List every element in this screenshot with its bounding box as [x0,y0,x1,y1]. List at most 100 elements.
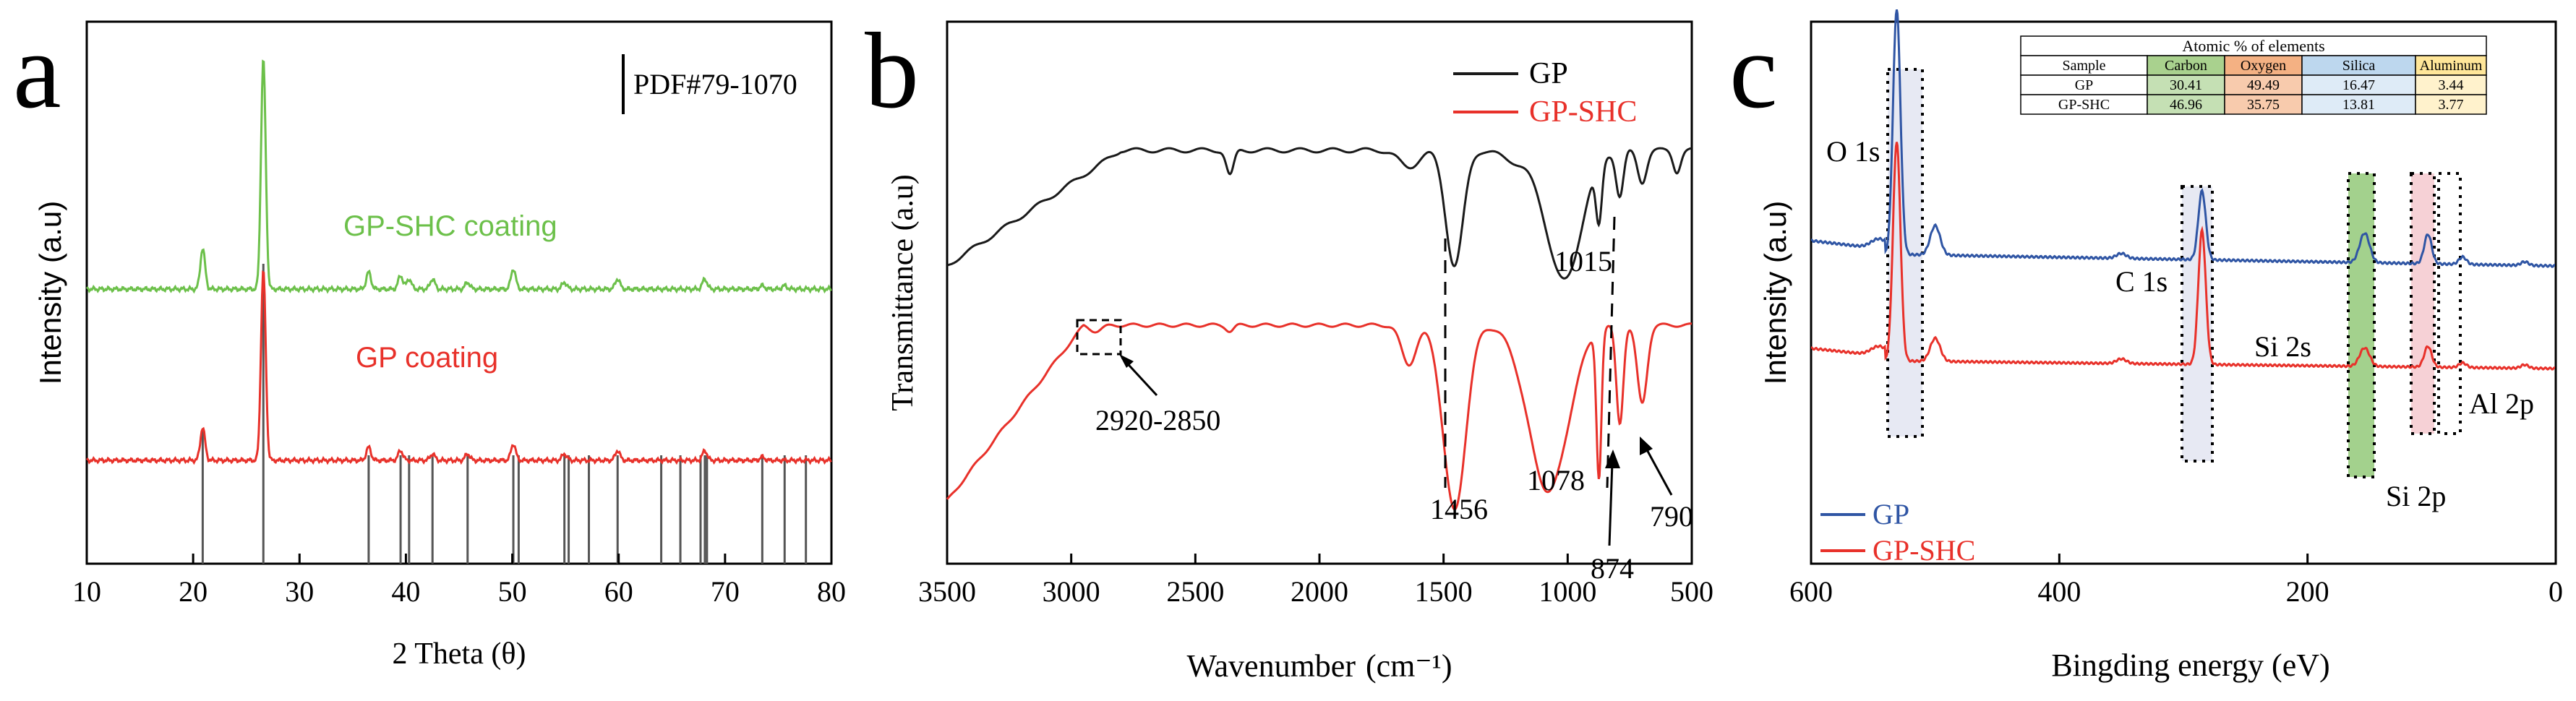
panel-b: b 3500 3000 2500 2000 1500 1000 500 GP GP-SHC … [865,11,1713,684]
panel-b-x-tick-label: 3000 [1043,575,1100,608]
panel-a-x-tick-label: 50 [498,575,527,608]
panel-c-legend-text-gp: GP [1873,498,1909,530]
panel-a-x-tick-label: 20 [179,575,207,608]
panel-c-x-tick-label: 400 [2037,575,2081,608]
panel-b-arrow-874 [1608,462,1614,546]
panel-c-table-header: Aluminum [2420,58,2483,74]
panel-a: a 10 20 30 40 50 60 70 80 PDF#79-1070 GP-SHC co… [13,11,846,671]
panel-b-annotation-1078: 1078 [1527,464,1585,496]
panel-c-table-cell: 3.77 [2439,97,2464,113]
panel-b-ylabel: Transmittance (a.u) [886,174,920,410]
panel-c-table-header: Oxygen [2241,58,2286,74]
panel-c-table-cell: 35.75 [2247,97,2280,113]
panel-c-table-title: Atomic % of elements [2182,37,2324,55]
panel-a-reference-peaks [201,264,808,564]
panel-a-x-tick-label: 10 [72,575,101,608]
panel-b-series-gp-shc [946,322,1693,511]
panel-b-x-ticks: 3500 3000 2500 2000 1500 1000 500 [918,554,1713,608]
panel-b-arrowhead-874 [1605,450,1620,468]
panel-b-dashed-box [1076,319,1122,356]
panel-a-reference-label: PDF#79-1070 [633,68,797,100]
panel-a-x-tick-label: 40 [391,575,420,608]
panel-a-x-ticks: 10 20 30 40 50 60 70 80 [72,554,846,608]
panel-b-annotation-874: 874 [1591,552,1634,585]
panel-c-peak-label-c1s: C 1s [2115,265,2168,298]
panel-c-table-cell: 49.49 [2247,77,2280,93]
panel-c-table-cell-bg [2415,74,2487,95]
panel-a-xlabel: 2 Theta (θ) [393,637,526,671]
panel-b-annotation-1456: 1456 [1430,493,1488,525]
panel-a-x-tick-label: 60 [604,575,633,608]
panel-c-highlight-al2p [2437,172,2462,435]
panel-a-x-tick-label: 30 [285,575,314,608]
panel-c-x-ticks: 600 400 200 0 [1789,554,2563,608]
panel-b-xlabel-unit: (cm⁻¹) [1366,648,1452,684]
panel-a-x-tick-label: 80 [817,575,846,608]
panel-c-atomic-table: Atomic % of elements Sample Carbon Oxygen Si… [2020,35,2487,115]
panel-c-table-cell: 30.41 [2170,77,2202,93]
panel-c-x-tick-label: 600 [1789,575,1833,608]
panel-c-table-cell: 46.96 [2170,97,2202,113]
panel-c-table-header: Sample [2063,58,2106,74]
panel-b-letter: b [865,11,919,131]
panel-c-peak-label-al2p: Al 2p [2469,387,2534,420]
panel-b-annotation-790: 790 [1650,500,1693,533]
panel-a-series-label-gp-shc: GP-SHC coating [343,210,557,242]
panel-b-legend-text-gp-shc: GP-SHC [1529,95,1637,129]
panel-a-letter: a [13,11,61,131]
panel-c-x-tick-label: 0 [2549,575,2563,608]
panel-b-x-tick-label: 1500 [1415,575,1473,608]
panel-a-series-gp-shc-coating [85,59,832,294]
panel-b-xlabel-text: Wavenumber [1187,648,1356,684]
panel-c-table-cell-bg [2147,94,2225,115]
panel-b-arrowhead-790 [1640,436,1653,455]
panel-a-ylabel: Intensity (a.u) [33,201,67,384]
panel-c-table-header: Carbon [2165,58,2207,74]
panel-c-series-gp-shc [1810,142,2556,371]
panel-c-peak-label-si2p: Si 2p [2386,480,2446,512]
panel-c-table-header: Silica [2342,58,2376,74]
panel-c-peak-label-si2s: Si 2s [2254,330,2311,363]
panel-c-plot-frame [1810,20,2557,565]
panel-c-table-cell-bg [2224,55,2303,76]
panel-b-series-gp [946,147,1693,280]
panel-c-xlabel: Bingding energy (eV) [2051,648,2329,683]
panel-c-table-cell-bg [2415,94,2487,115]
panel-b-annotation-1015: 1015 [1554,245,1612,278]
panel-a-x-tick-label: 70 [711,575,740,608]
panel-b-x-tick-label: 3500 [918,575,976,608]
panel-c-table-title-cell [2020,35,2487,56]
panel-c-series-gp [1810,9,2555,268]
panel-c-table-cell-bg [2147,74,2225,95]
panel-c-table-cell-bg [2301,55,2416,76]
panel-c-table-cell-bg [2224,74,2303,95]
panel-c: c 600 400 200 0 O 1s C 1s Si 2s Si 2p Al 2p… [1729,9,2563,683]
panel-c-highlight-si2s [2347,172,2376,478]
panel-c-peak-label-o1s: O 1s [1826,135,1880,168]
panel-c-table-cell: 16.47 [2342,77,2375,93]
panel-c-ylabel: Intensity (a.u) [1758,201,1792,384]
panel-b-dashed-line-874 [1606,216,1616,489]
panel-a-series-gp-coating [85,270,832,465]
panel-c-x-tick-label: 200 [2286,575,2329,608]
panel-b-arrow-790 [1643,445,1673,496]
panel-a-plot-frame [85,20,833,565]
panel-c-legend-text-gp-shc: GP-SHC [1873,534,1975,567]
panel-c-highlight-si2p [2410,172,2436,435]
panel-a-series-label-gp: GP coating [356,342,498,374]
panel-c-table-cell: GP [2075,77,2094,93]
panel-c-letter: c [1729,11,1778,131]
panel-c-table-cell: 13.81 [2342,97,2375,113]
panel-c-table-cell: GP-SHC [2058,97,2110,113]
panel-b-x-tick-label: 2000 [1291,575,1348,608]
panel-b-x-tick-label: 2500 [1166,575,1224,608]
panel-b-arrowhead-2920 [1119,354,1134,368]
panel-b-x-tick-label: 500 [1670,575,1713,608]
panel-c-table-cell-bg [2301,74,2416,95]
panel-b-xlabel: Wavenumber (cm⁻¹) [1187,648,1452,684]
panel-b-annotation-2920-2850: 2920-2850 [1095,404,1220,436]
panel-b-x-tick-label: 1000 [1539,575,1596,608]
panel-c-table-cell: 3.44 [2439,77,2464,93]
panel-b-legend-text-gp: GP [1529,57,1568,90]
